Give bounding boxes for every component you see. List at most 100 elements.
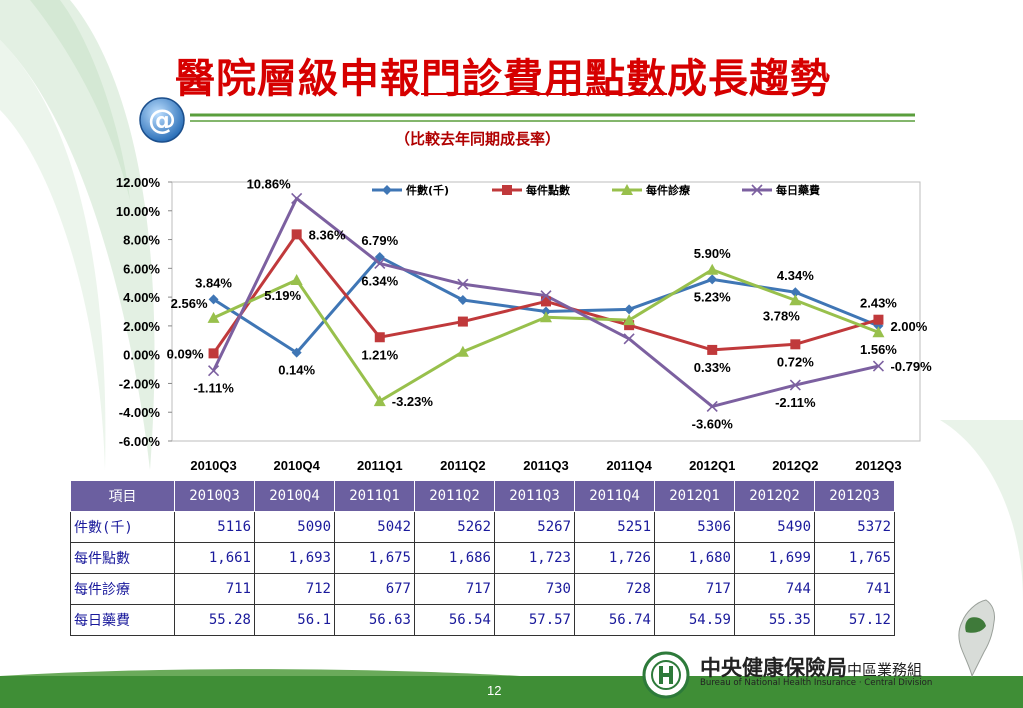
table-row: 每日藥費 55.28 56.1 56.63 56.54 57.57 56.74 … [70,604,895,636]
legend-label: 每件點數 [526,183,570,197]
table-cell: 5372 [814,511,895,543]
table-cell: 741 [814,573,895,605]
data-label: -1.11% [193,381,234,396]
y-tick-label: 0.00% [123,348,160,363]
table-cell: 728 [574,573,655,605]
y-tick-label: -2.00% [119,376,161,391]
data-point [790,287,801,298]
y-tick-label: 12.00% [116,175,161,190]
data-label: -3.60% [692,416,734,431]
table-cell: 730 [494,573,575,605]
table-cell: 5262 [414,511,495,543]
legend-label: 每日藥費 [776,183,820,197]
table-cell: 744 [734,573,815,605]
table-cell: 1,686 [414,542,495,574]
data-label: -0.79% [890,359,932,374]
table-cell: 1,723 [494,542,575,574]
data-point [621,184,633,195]
data-label: 3.78% [763,308,800,323]
table-cell: 56.74 [574,604,655,636]
x-tick-label: 2012Q2 [772,458,818,473]
plot-area [171,181,921,442]
column-header: 2012Q3 [814,480,895,512]
x-tick-label: 2010Q4 [274,458,321,473]
data-label: 1.56% [860,342,897,357]
table-cell: 55.28 [174,604,255,636]
data-table: 項目 2010Q3 2010Q4 2011Q1 2011Q2 2011Q3 20… [70,480,895,636]
data-point [382,185,392,195]
data-point [624,320,635,331]
table-row: 每件診療 711 712 677 717 730 728 717 744 741 [70,573,895,605]
table-cell: 1,726 [574,542,655,574]
page-subtitle: （比較去年同期成長率） [395,130,561,148]
table-cell: 5042 [334,511,415,543]
data-point [291,229,302,240]
table-cell: 1,693 [254,542,335,574]
row-label: 件數(千) [70,511,175,543]
table-cell: 5490 [734,511,815,543]
row-label: 每件診療 [70,573,175,605]
data-label: 8.36% [309,227,346,242]
data-point [374,332,385,343]
column-header: 2011Q1 [334,480,415,512]
legend-label: 件數(千) [406,183,449,197]
data-label: 6.34% [361,273,398,288]
table-cell: 5090 [254,511,335,543]
x-tick-label: 2011Q2 [440,458,486,473]
data-point [540,290,552,302]
data-label: 5.90% [694,246,731,261]
y-tick-label: 2.00% [123,319,160,334]
x-tick-label: 2011Q4 [606,458,652,473]
data-label: 0.72% [777,354,814,369]
y-tick-label: 8.00% [123,233,160,248]
legend-item: 每件診療 [612,183,691,197]
data-point [208,348,219,359]
table-cell: 1,680 [654,542,735,574]
data-point [541,296,551,307]
table-cell: 57.12 [814,604,895,636]
table-cell: 57.57 [494,604,575,636]
data-point [789,294,802,306]
data-label: 5.23% [694,289,731,304]
x-tick-label: 2011Q3 [523,458,569,473]
data-point [790,339,801,350]
data-label: -2.11% [775,395,816,410]
organization-name: 中央健康保險局中區業務組 [700,656,923,680]
table-cell: 56.63 [334,604,415,636]
data-point [872,326,885,338]
data-label: -3.23% [392,394,434,409]
data-point [872,360,885,372]
row-label: 每件點數 [70,542,175,574]
column-header: 2011Q2 [414,480,495,512]
x-tick-label: 2010Q3 [190,458,236,473]
table-cell: 5251 [574,511,655,543]
data-point [207,311,220,323]
table-cell: 1,675 [334,542,415,574]
data-point [207,365,220,377]
data-point [456,345,469,357]
data-label: 6.79% [361,233,398,248]
table-cell: 5116 [174,511,255,543]
table-cell: 711 [174,573,255,605]
x-tick-label: 2011Q1 [357,458,403,473]
table-cell: 5267 [494,511,575,543]
data-point [457,278,469,290]
table-cell: 717 [654,573,735,605]
data-label: 5.19% [264,288,301,303]
data-label: 0.14% [278,363,315,378]
table-cell: 56.1 [254,604,335,636]
data-point [706,400,718,413]
data-point [789,379,801,391]
table-cell: 717 [414,573,495,605]
table-cell: 5306 [654,511,735,543]
data-point [373,395,386,407]
column-header: 2012Q1 [654,480,735,512]
data-label: 10.86% [247,176,292,191]
data-label: 4.34% [777,268,814,283]
data-label: 2.00% [890,319,927,334]
data-label: 0.09% [167,346,204,361]
table-cell: 1,699 [734,542,815,574]
table-cell: 54.59 [654,604,735,636]
data-point [457,294,468,305]
y-tick-label: -4.00% [119,405,161,420]
